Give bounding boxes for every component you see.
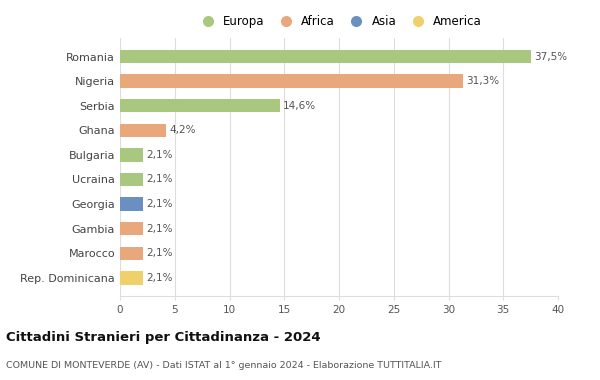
Text: 37,5%: 37,5% [534, 52, 567, 62]
Bar [120, 222, 143, 236]
Text: 2,1%: 2,1% [146, 224, 173, 234]
Text: 2,1%: 2,1% [146, 150, 173, 160]
Text: 31,3%: 31,3% [466, 76, 499, 86]
Bar [120, 247, 143, 260]
Text: 2,1%: 2,1% [146, 174, 173, 185]
Text: 2,1%: 2,1% [146, 273, 173, 283]
Bar [120, 50, 530, 63]
Legend: Europa, Africa, Asia, America: Europa, Africa, Asia, America [194, 13, 484, 31]
Bar [120, 271, 143, 285]
Text: 2,1%: 2,1% [146, 199, 173, 209]
Bar [120, 99, 280, 112]
Bar [120, 197, 143, 211]
Text: 14,6%: 14,6% [283, 101, 316, 111]
Bar [120, 74, 463, 88]
Text: Cittadini Stranieri per Cittadinanza - 2024: Cittadini Stranieri per Cittadinanza - 2… [6, 331, 320, 344]
Bar [120, 124, 166, 137]
Bar [120, 173, 143, 186]
Text: COMUNE DI MONTEVERDE (AV) - Dati ISTAT al 1° gennaio 2024 - Elaborazione TUTTITA: COMUNE DI MONTEVERDE (AV) - Dati ISTAT a… [6, 361, 442, 370]
Bar [120, 148, 143, 162]
Text: 2,1%: 2,1% [146, 248, 173, 258]
Text: 4,2%: 4,2% [169, 125, 196, 135]
